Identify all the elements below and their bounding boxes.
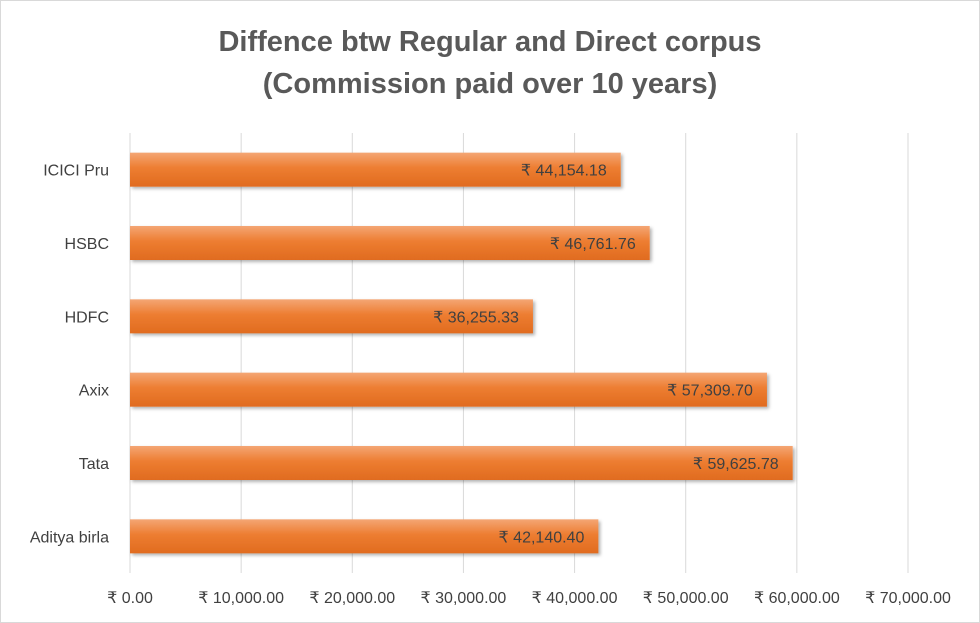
data-label: ₹ 46,761.76	[550, 236, 636, 253]
bar	[130, 446, 793, 480]
gridlines	[129, 133, 909, 573]
category-label: HSBC	[65, 236, 109, 253]
x-tick-label: ₹ 10,000.00	[198, 590, 284, 607]
bar	[130, 152, 621, 187]
data-label: ₹ 59,625.78	[693, 456, 779, 473]
data-label: ₹ 44,154.18	[521, 163, 607, 180]
data-label: ₹ 57,309.70	[667, 383, 753, 400]
chart-title-block: Diffence btw Regular and Direct corpus (…	[1, 21, 979, 105]
category-label: Tata	[79, 456, 109, 473]
x-tick-label: ₹ 0.00	[107, 590, 153, 607]
data-label: ₹ 36,255.33	[433, 309, 519, 326]
chart-title: Diffence btw Regular and Direct corpus	[218, 26, 762, 58]
bar	[130, 226, 650, 260]
data-labels: ₹ 44,154.18 ₹ 46,761.76 ₹ 36,255.33 ₹ 57,30…	[433, 163, 779, 547]
x-tick-label: ₹ 50,000.00	[643, 590, 729, 607]
bars	[130, 152, 793, 554]
x-tick-label: ₹ 40,000.00	[532, 590, 618, 607]
axis-labels: ₹ 0.00 ₹ 10,000.00 ₹ 20,000.00 ₹ 30,000.00 ₹…	[30, 163, 951, 607]
x-tick-label: ₹ 20,000.00	[309, 590, 395, 607]
chart-subtitle: (Commission paid over 10 years)	[262, 68, 718, 100]
category-label: Aditya birla	[30, 529, 109, 546]
category-label: Axix	[79, 383, 109, 400]
data-label: ₹ 42,140.40	[499, 529, 585, 546]
x-tick-label: ₹ 70,000.00	[865, 590, 951, 607]
x-tick-label: ₹ 60,000.00	[754, 590, 840, 607]
x-tick-label: ₹ 30,000.00	[421, 590, 507, 607]
category-label: ICICI Pru	[43, 163, 109, 180]
category-label: HDFC	[65, 309, 109, 326]
bar	[130, 519, 599, 554]
bar	[130, 372, 767, 407]
bar	[130, 299, 533, 334]
